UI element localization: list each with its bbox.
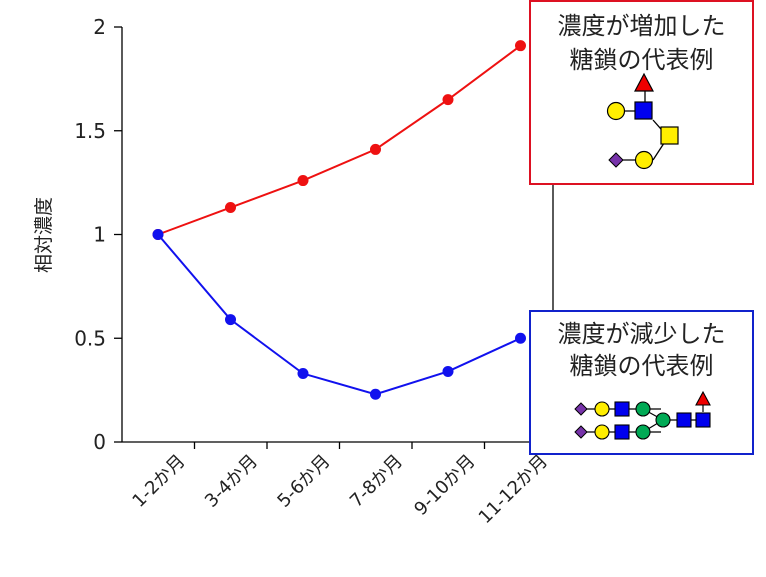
data-point-decrease <box>297 368 309 380</box>
glycan-increase-icon <box>606 72 679 170</box>
data-point-decrease <box>515 332 526 344</box>
mannose-icon <box>655 412 671 428</box>
data-point-increase <box>442 94 454 106</box>
mannose-icon <box>635 424 651 440</box>
y-tick-label: 0.5 <box>74 326 106 350</box>
mannose-icon <box>635 401 651 417</box>
data-point-increase <box>515 40 526 52</box>
glcnac-icon <box>695 412 711 428</box>
y-axis-label: 相対濃度 <box>33 197 55 273</box>
sialic-acid-icon <box>574 402 588 416</box>
y-tick-label: 1.5 <box>74 119 106 143</box>
x-tick-label: 5-6か月 <box>273 451 334 512</box>
glcnac-icon <box>614 401 630 417</box>
legend-increase-line2: 糖鎖の代表例 <box>569 46 714 74</box>
glycan-decrease-icon <box>574 390 711 440</box>
sialic-acid-icon <box>608 152 624 168</box>
galactose-icon <box>594 424 610 440</box>
legend-increase: 濃度が増加した 糖鎖の代表例 <box>529 0 754 185</box>
data-point-increase <box>225 202 236 214</box>
sialic-acid-icon <box>574 425 588 439</box>
x-tick-label: 1-2か月 <box>128 451 189 512</box>
series-line-decrease <box>157 233 521 396</box>
fucose-icon <box>634 72 654 92</box>
legend-decrease-line1: 濃度が減少した <box>557 320 726 348</box>
glcnac-icon <box>614 424 630 440</box>
y-tick-label: 0 <box>93 430 106 454</box>
fucose-icon <box>695 390 711 406</box>
x-tick-label: 9-10か月 <box>410 451 479 520</box>
x-tick-label: 11-12か月 <box>475 451 552 528</box>
x-tick-label: 7-8か月 <box>346 451 407 512</box>
y-tick-label: 2 <box>93 15 106 39</box>
galactose-icon <box>606 101 626 121</box>
x-tick-label: 3-4か月 <box>201 451 262 512</box>
y-tick-label: 1 <box>93 223 106 247</box>
data-point-increase <box>370 143 381 155</box>
legend-increase-line1: 濃度が増加した <box>557 12 726 40</box>
data-point-decrease <box>152 229 164 240</box>
glcnac-icon <box>676 412 692 428</box>
data-point-decrease <box>225 314 236 326</box>
legend-decrease: 濃度が減少した 糖鎖の代表例 <box>529 310 754 455</box>
data-point-decrease <box>370 388 381 400</box>
galactose-icon <box>634 150 654 170</box>
galnac-icon <box>660 126 679 145</box>
data-point-decrease <box>442 365 454 377</box>
legend-decrease-line2: 糖鎖の代表例 <box>569 352 714 380</box>
glcnac-icon <box>634 101 653 120</box>
series-line-increase <box>157 44 522 236</box>
data-point-increase <box>297 175 309 187</box>
galactose-icon <box>594 401 610 417</box>
